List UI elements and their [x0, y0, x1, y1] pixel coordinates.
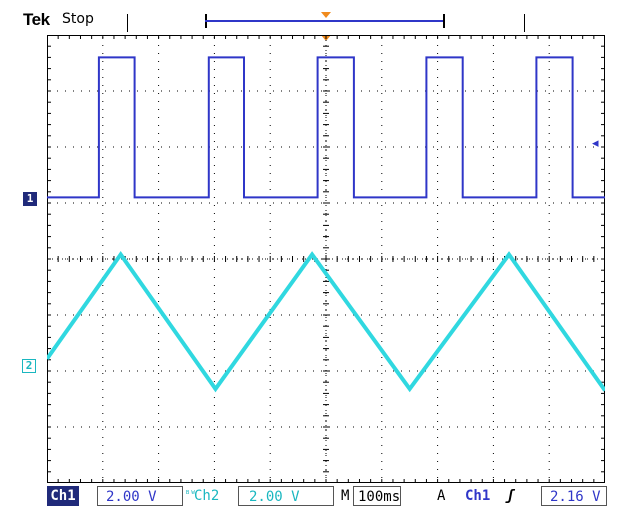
acquisition-state: Stop — [62, 11, 94, 27]
status-bar: Ch1 2.00 V ᴮᵂ Ch2 2.00 V M 100ms A Ch1 ʃ… — [0, 486, 619, 508]
brand-logo: Tek — [23, 10, 50, 29]
ch2-waveform — [47, 251, 605, 393]
trigger-level[interactable]: 2.16 V — [541, 486, 607, 506]
acquisition-label: A — [437, 488, 446, 504]
ch1-volts-per-div[interactable]: 2.00 V — [97, 486, 183, 506]
scope-header: Tek Stop — [0, 0, 619, 34]
time-per-div[interactable]: 100ms — [353, 486, 401, 506]
rising-edge-icon: ʃ — [506, 488, 515, 504]
record-view-bar — [205, 14, 445, 30]
ch1-ground-marker[interactable]: 1 — [23, 192, 37, 206]
bandwidth-limit-icon: ᴮᵂ — [185, 490, 196, 500]
trigger-position-icon — [321, 12, 331, 18]
header-divider — [127, 14, 128, 32]
ch1-label[interactable]: Ch1 — [47, 486, 79, 506]
ch1-waveform — [47, 56, 605, 199]
trigger-source[interactable]: Ch1 — [465, 488, 491, 504]
trigger-level-arrow-icon: ◂ — [592, 136, 599, 151]
main-timebase-label: M — [341, 488, 350, 504]
ch2-ground-marker[interactable]: 2 — [22, 359, 36, 373]
scope-graticule — [47, 35, 605, 483]
header-divider — [524, 14, 525, 32]
ch2-volts-per-div[interactable]: 2.00 V — [238, 486, 334, 506]
ch2-label[interactable]: Ch2 — [194, 488, 220, 504]
grid-lines — [47, 35, 605, 483]
